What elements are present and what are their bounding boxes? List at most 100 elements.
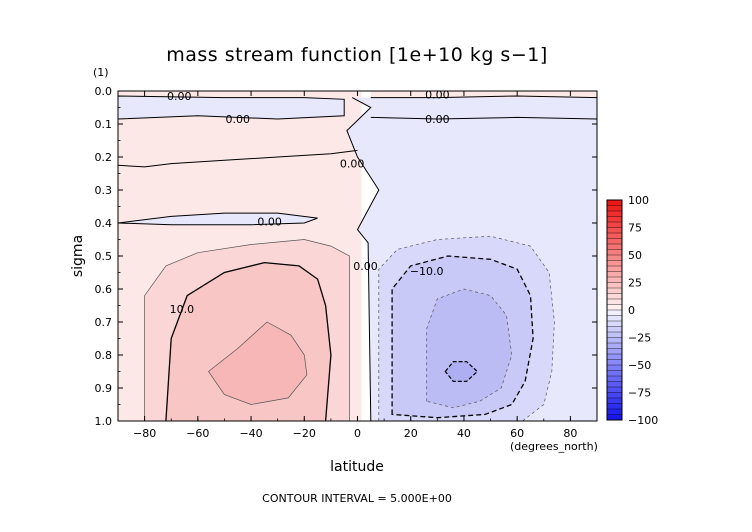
colorbar-segment bbox=[607, 354, 622, 360]
x-tick-label: −40 bbox=[239, 427, 262, 440]
x-tick-label: 80 bbox=[563, 427, 577, 440]
contour-zero-upper bbox=[118, 95, 345, 120]
contour-neg-20 bbox=[444, 361, 479, 382]
x-tick-label: 0 bbox=[354, 427, 361, 440]
colorbar-tick-label: 25 bbox=[628, 277, 642, 290]
x-tick-label: −20 bbox=[293, 427, 316, 440]
colorbar-segment bbox=[607, 299, 622, 305]
colorbar-tick-label: 0 bbox=[628, 304, 635, 317]
y-tick-label: 0.5 bbox=[95, 250, 113, 263]
colorbar-tick-label: −50 bbox=[628, 359, 651, 372]
colorbar-segment bbox=[607, 398, 622, 404]
contour-lines bbox=[118, 95, 597, 421]
colorbar-segment bbox=[607, 359, 622, 366]
colorbar-segment bbox=[607, 414, 622, 421]
x-tick-label: −60 bbox=[186, 427, 209, 440]
colorbar-segment bbox=[607, 337, 622, 344]
colorbar-segment bbox=[607, 222, 622, 228]
colorbar-segment bbox=[607, 211, 622, 217]
contour-interval-footer: CONTOUR INTERVAL = 5.000E+00 bbox=[262, 492, 452, 505]
colorbar-segment bbox=[607, 326, 622, 333]
x-tick-label: 20 bbox=[404, 427, 418, 440]
contour-neg-5 bbox=[378, 235, 555, 421]
contour-zero-top bbox=[370, 95, 597, 99]
y-tick-label: 0.7 bbox=[95, 316, 113, 329]
colorbar-segment bbox=[607, 260, 622, 267]
y-tick-label: 0.3 bbox=[95, 184, 113, 197]
fill-neg-15 bbox=[426, 289, 512, 408]
contour-label: 10.0 bbox=[170, 303, 195, 316]
colorbar: 100 75 50 25 0 −25 −50 −75 −100 bbox=[606, 194, 658, 427]
colorbar-segment bbox=[607, 249, 622, 256]
colorbar-segment bbox=[607, 233, 622, 239]
colorbar-tick-label: −100 bbox=[628, 414, 658, 427]
colorbar-tick-label: 75 bbox=[628, 222, 642, 235]
y-tick-label: 0.4 bbox=[95, 217, 113, 230]
colorbar-segment bbox=[607, 271, 622, 278]
y-tick-label: 0.9 bbox=[95, 382, 113, 395]
colorbar-segment bbox=[607, 370, 622, 377]
contour-pos-10 bbox=[165, 261, 332, 421]
contour-fills bbox=[118, 91, 597, 421]
fill-pos-15 bbox=[208, 322, 307, 405]
y-tick-label: 0.2 bbox=[95, 151, 113, 164]
colorbar-segment bbox=[607, 315, 622, 322]
contour-label: 0.00 bbox=[257, 215, 282, 228]
contour-label: 0.00 bbox=[425, 113, 450, 126]
contour-zero-west-wiggle bbox=[118, 149, 358, 168]
x-tick-label: 60 bbox=[510, 427, 524, 440]
contour-neg-15 bbox=[426, 288, 513, 409]
y-tick-label: 0.6 bbox=[95, 283, 113, 296]
fill-neg-20 bbox=[445, 361, 478, 382]
colorbar-segment bbox=[607, 343, 622, 349]
y-axis-label: sigma bbox=[70, 235, 86, 277]
colorbar-segment bbox=[607, 403, 622, 410]
x-axis-label: latitude bbox=[330, 459, 384, 475]
contour-labels: 0.00 0.00 0.00 0.00 0.00 10.0 0.00 0.00 −10.0 bbox=[167, 88, 450, 315]
contour-pos-15 bbox=[208, 321, 308, 405]
contour-zero-mid bbox=[118, 212, 318, 226]
colorbar-segment bbox=[607, 365, 622, 371]
chart-title: mass stream function [1e+10 kg s−1] bbox=[166, 44, 548, 66]
colorbar-segment bbox=[607, 392, 622, 399]
contour-pos-5 bbox=[144, 239, 350, 421]
x-tick-label: −80 bbox=[133, 427, 156, 440]
colorbar-frame bbox=[606, 199, 623, 421]
contour-zero-east-upper bbox=[370, 116, 597, 120]
y-axis: 0.0 0.1 0.2 0.3 0.4 0.5 0.6 0.7 0.8 0.9 1.0 bbox=[95, 85, 597, 428]
colorbar-tick-label: 50 bbox=[628, 249, 642, 262]
colorbar-segment bbox=[607, 238, 622, 245]
contour-label: 0.00 bbox=[340, 158, 365, 171]
colorbar-segment bbox=[607, 205, 622, 212]
y-tick-label: 0.0 bbox=[95, 85, 113, 98]
fill-neg-upper-band bbox=[118, 96, 345, 119]
colorbar-segment bbox=[607, 348, 622, 355]
y-tick-label: 1.0 bbox=[95, 415, 113, 428]
y-tick-label: 0.1 bbox=[95, 118, 113, 131]
y-tick-label: 0.8 bbox=[95, 349, 113, 362]
fill-neg-mid-band bbox=[118, 213, 318, 225]
colorbar-tick-label: −75 bbox=[628, 387, 651, 400]
colorbar-segment bbox=[607, 227, 622, 234]
contour-zero-center bbox=[346, 97, 380, 421]
colorbar-segment bbox=[607, 381, 622, 388]
colorbar-segment bbox=[607, 387, 622, 393]
colorbar-tick-label: −25 bbox=[628, 332, 651, 345]
colorbar-tick-label: 100 bbox=[628, 194, 649, 207]
colorbar-segment bbox=[607, 200, 622, 206]
fill-pos-top-strip bbox=[370, 91, 597, 98]
colorbar-segment bbox=[607, 282, 622, 289]
colorbar-segment bbox=[607, 244, 622, 250]
colorbar-segment bbox=[607, 288, 622, 294]
x-axis: −80 −60 −40 −20 0 20 40 60 80 bbox=[117, 91, 598, 440]
colorbar-segment bbox=[607, 216, 622, 223]
y-units-label: (1) bbox=[93, 66, 109, 79]
colorbar-segment bbox=[607, 376, 622, 382]
colorbar-segment bbox=[607, 321, 622, 327]
contour-label: −10.0 bbox=[410, 265, 444, 278]
contour-label: 0.00 bbox=[353, 260, 378, 273]
colorbar-segment bbox=[607, 310, 622, 316]
x-units-label: (degrees_north) bbox=[510, 440, 598, 453]
colorbar-segment bbox=[607, 293, 622, 300]
